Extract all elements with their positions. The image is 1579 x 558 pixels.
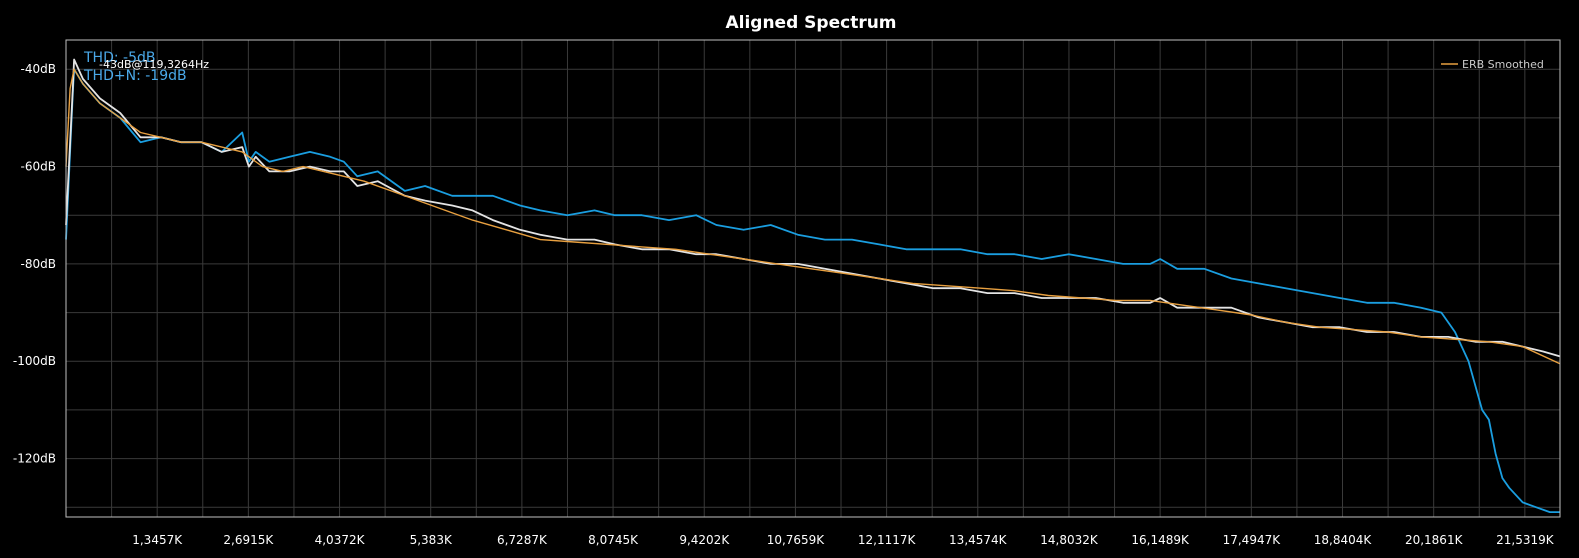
x-axis: 1,3457K 2,6915K 4,0372K 5,383K 6,7287K 8,0745… bbox=[132, 533, 1555, 547]
x-tick-label: 8,0745K bbox=[588, 533, 639, 547]
x-tick-label: 12,1117K bbox=[858, 533, 917, 547]
chart-title: Aligned Spectrum bbox=[725, 13, 896, 33]
x-tick-label: 5,383K bbox=[410, 533, 453, 547]
series-line-erb-smoothed bbox=[65, 68, 1561, 365]
x-tick-label: 18,8404K bbox=[1314, 533, 1373, 547]
x-tick-label: 6,7287K bbox=[497, 533, 548, 547]
x-tick-label: 20,1861K bbox=[1405, 533, 1464, 547]
annotations: THD: -5dB THD+N: -19dB -43dB@119,3264Hz bbox=[83, 50, 209, 84]
series-line-blue bbox=[65, 68, 1560, 513]
x-tick-label: 16,1489K bbox=[1131, 533, 1190, 547]
x-tick-label: 9,4202K bbox=[679, 533, 730, 547]
x-tick-label: 2,6915K bbox=[223, 533, 274, 547]
thd-annotation: THD: -5dB bbox=[83, 50, 155, 66]
x-tick-label: 4,0372K bbox=[315, 533, 366, 547]
y-tick-label: -120dB bbox=[13, 452, 56, 466]
x-tick-label: 14,8032K bbox=[1040, 533, 1099, 547]
grid bbox=[66, 40, 1560, 517]
y-tick-label: -40dB bbox=[21, 62, 56, 76]
y-tick-label: -100dB bbox=[13, 354, 56, 368]
x-tick-label: 13,4574K bbox=[949, 533, 1008, 547]
x-tick-label: 21,5319K bbox=[1496, 533, 1555, 547]
plot-frame bbox=[65, 39, 1561, 518]
x-tick-label: 10,7659K bbox=[767, 533, 826, 547]
legend-label-erb: ERB Smoothed bbox=[1462, 58, 1544, 71]
y-axis: -40dB -60dB -80dB -100dB -120dB bbox=[13, 62, 56, 465]
y-tick-label: -60dB bbox=[21, 160, 56, 174]
legend: ERB Smoothed bbox=[1441, 58, 1544, 71]
series-group bbox=[65, 58, 1561, 513]
y-tick-label: -80dB bbox=[21, 257, 56, 271]
x-tick-label: 17,4947K bbox=[1223, 533, 1282, 547]
x-tick-label: 1,3457K bbox=[132, 533, 183, 547]
thdn-annotation: THD+N: -19dB bbox=[83, 68, 187, 84]
peak-annotation: -43dB@119,3264Hz bbox=[99, 58, 209, 71]
